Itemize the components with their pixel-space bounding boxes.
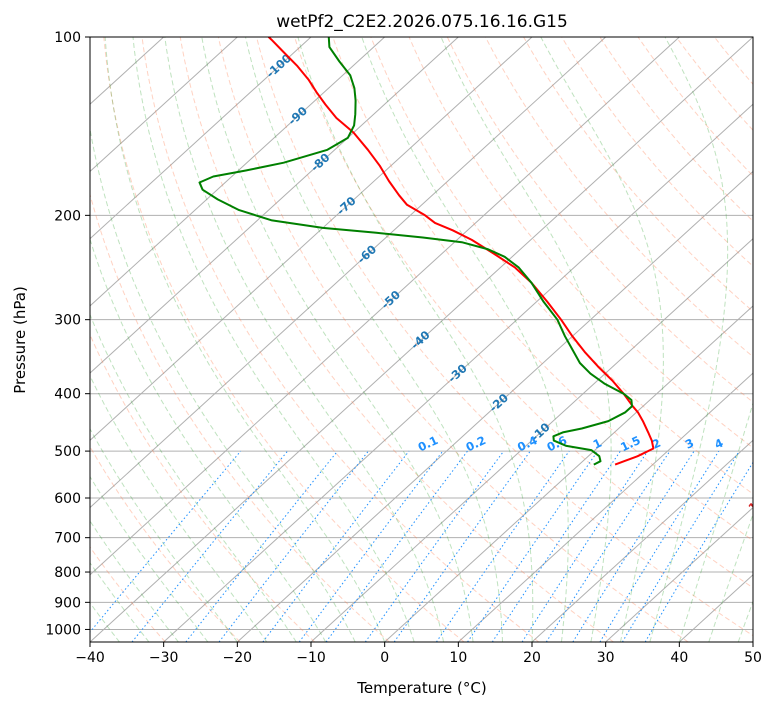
dry-adiabat-line (408, 37, 753, 449)
profile-series (198, 37, 655, 466)
dry-adiabat-line (332, 37, 753, 542)
x-tick-label: 40 (670, 650, 688, 666)
moist-adiabat-line (90, 374, 268, 642)
isotherm-line (457, 372, 753, 642)
dry-adiabat-line (446, 37, 753, 403)
mixing-ratio-line (572, 450, 695, 642)
mixing-ratio-line (545, 450, 671, 642)
dry-adiabat-line (217, 37, 689, 642)
dry-adiabat-line (141, 37, 540, 642)
isotherm-line (236, 170, 753, 642)
isotherm-line (90, 37, 386, 307)
moist-adiabat-line (132, 37, 415, 642)
isotherm-line (163, 103, 753, 642)
x-tick-label: −10 (296, 650, 326, 666)
moist-adiabat-line (649, 37, 729, 642)
isotherm-line (384, 305, 753, 642)
moist-adiabat-line (245, 37, 503, 642)
temperature-profile-line (267, 37, 655, 466)
y-tick-label: 100 (54, 30, 81, 46)
x-axis-label: Temperature (°C) (356, 679, 486, 697)
mixing-ratio-line (364, 450, 505, 642)
y-tick-label: 500 (54, 444, 81, 460)
y-axis: 100 200 300 400 500 600 700 800 900 1000 (45, 30, 90, 638)
dry-adiabat-line (523, 37, 753, 313)
mixing-ratio-line (467, 450, 599, 642)
y-tick-label: 900 (54, 595, 81, 611)
y-tick-label: 200 (54, 208, 81, 224)
moist-adiabat-line (90, 561, 150, 642)
isotherm-line (90, 37, 312, 240)
plot-frame (89, 36, 754, 643)
dry-adiabat-line (90, 192, 390, 642)
y-tick-label: 400 (54, 387, 81, 403)
dry-adiabat-line (179, 37, 614, 642)
moist-adiabat-label: 10 (746, 493, 767, 514)
x-tick-label: −30 (149, 650, 179, 666)
mixing-ratio-line (393, 450, 531, 642)
dry-adiabat-line (256, 37, 753, 637)
mixing-ratio-line (599, 450, 720, 642)
mixing-ratio-line (131, 450, 288, 642)
moist-adiabat-line (201, 37, 474, 642)
moist-adiabat-line (164, 37, 445, 642)
dry-adiabat-line (370, 37, 753, 495)
x-tick-label: 20 (523, 650, 541, 666)
mixing-ratio-line (218, 450, 369, 642)
x-tick-label: 30 (597, 650, 615, 666)
moist-adiabat-line (297, 37, 534, 642)
dry-adiabat-line (103, 37, 465, 642)
mixing-ratio-lines (90, 450, 753, 642)
x-tick-label: −20 (223, 650, 253, 666)
moist-adiabat-line (90, 313, 297, 642)
y-tick-label: 300 (54, 313, 81, 329)
moist-adiabat-line (90, 427, 238, 642)
isotherm-line (310, 237, 753, 642)
x-tick-label: −40 (75, 650, 105, 666)
dry-adiabat-line (637, 37, 753, 177)
dry-adiabat-line (599, 37, 753, 222)
isotherm-line (90, 37, 533, 442)
dewpoint-profile-line (198, 37, 633, 466)
mixing-ratio-line (644, 461, 753, 642)
mixing-ratio-line (262, 450, 410, 642)
moist-adiabat-line (440, 37, 612, 642)
mixing-ratio-line (90, 450, 242, 633)
moist-adiabat-line (708, 513, 753, 642)
plot-area: -100-90-80-70-60-50-40-30-20-10 0.1 0.2 0.… (90, 37, 767, 642)
dry-adiabat-lines (90, 37, 753, 642)
moist-adiabat-line (361, 37, 569, 642)
y-axis-label: Pressure (hPa) (11, 286, 29, 394)
x-tick-label: 50 (744, 650, 762, 666)
isotherm-line (531, 439, 753, 642)
moist-adiabat-line (90, 125, 356, 642)
isotherm-line (90, 37, 607, 509)
y-tick-label: 1000 (45, 622, 81, 638)
isobar-lines (90, 37, 753, 630)
dry-adiabat-line (294, 37, 753, 589)
x-tick-label: 0 (380, 650, 389, 666)
dry-adiabat-line (484, 37, 753, 358)
mixing-ratio-line (621, 450, 740, 642)
dry-adiabat-line (90, 333, 316, 642)
moist-adiabat-line (540, 37, 664, 642)
x-tick-label: 10 (449, 650, 467, 666)
isotherm-line (90, 37, 753, 642)
moist-adiabat-lines (90, 37, 753, 642)
mixing-ratio-line (185, 450, 338, 642)
y-tick-label: 800 (54, 565, 81, 581)
moist-adiabat-line (90, 237, 327, 642)
isotherm-lines (90, 37, 753, 642)
isotherm-line (90, 37, 680, 576)
isotherm-line (90, 37, 238, 173)
isotherm-line (605, 506, 753, 642)
moist-adiabat-line (678, 401, 753, 642)
y-tick-label: 700 (54, 531, 81, 547)
y-tick-label: 600 (54, 491, 81, 507)
chart-title: wetPf2_C2E2.2026.075.16.16.G15 (276, 12, 568, 32)
x-axis: −40 −30 −20 −10 0 10 20 30 40 50 (75, 642, 762, 666)
